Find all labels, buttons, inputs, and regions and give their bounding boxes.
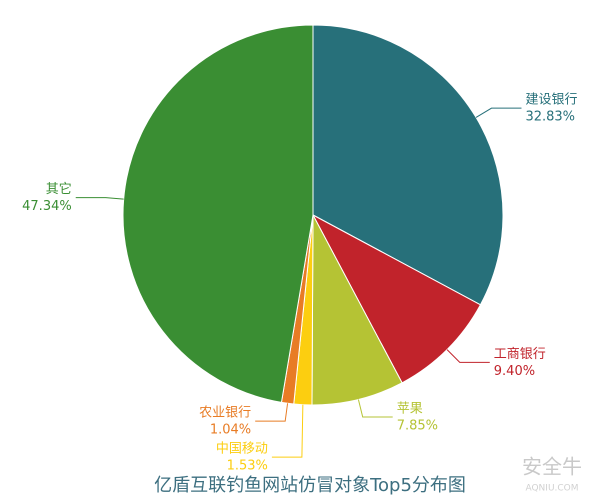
slice-label: 工商银行 xyxy=(494,347,546,362)
slice-label: 中国移动 xyxy=(216,442,268,457)
pie-slice xyxy=(311,213,482,384)
pie-slice xyxy=(122,24,314,403)
slice-label: 建设银行 xyxy=(525,93,577,108)
slice-value-label: 9.40% xyxy=(494,364,535,379)
slice-label: 苹果 xyxy=(397,401,423,416)
slice-value-label: 7.85% xyxy=(397,418,438,433)
leader-line xyxy=(357,399,393,418)
watermark-subtext: AQNIU.COM xyxy=(525,484,578,494)
slice-value-label: 32.83% xyxy=(525,110,575,125)
slice-value-label: 47.34% xyxy=(22,199,72,214)
pie-slice xyxy=(312,24,504,306)
watermark-text: 安全牛 xyxy=(522,455,582,479)
watermark: 安全牛 AQNIU.COM xyxy=(522,455,582,494)
leader-line xyxy=(446,349,490,363)
slice-label: 农业银行 xyxy=(199,406,251,421)
slice-value-label: 1.53% xyxy=(227,459,268,474)
pie-slice xyxy=(311,214,403,406)
leader-line xyxy=(75,197,124,200)
slice-value-label: 1.04% xyxy=(210,423,251,438)
leader-line xyxy=(255,403,289,422)
slice-label: 其它 xyxy=(46,181,72,197)
leader-line xyxy=(475,107,522,118)
chart-title: 亿盾互联钓鱼网站仿冒对象Top5分布图 xyxy=(154,475,466,496)
leader-line xyxy=(271,404,304,458)
